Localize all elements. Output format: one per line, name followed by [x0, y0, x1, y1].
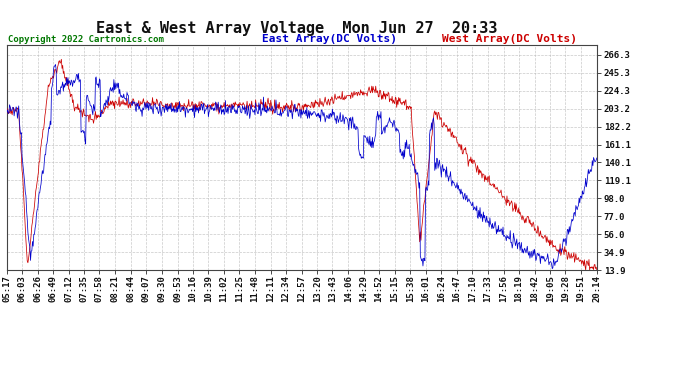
Text: Copyright 2022 Cartronics.com: Copyright 2022 Cartronics.com	[8, 35, 164, 44]
Text: East & West Array Voltage  Mon Jun 27  20:33: East & West Array Voltage Mon Jun 27 20:…	[96, 21, 497, 36]
Text: West Array(DC Volts): West Array(DC Volts)	[442, 34, 577, 44]
Text: East Array(DC Volts): East Array(DC Volts)	[262, 34, 397, 44]
